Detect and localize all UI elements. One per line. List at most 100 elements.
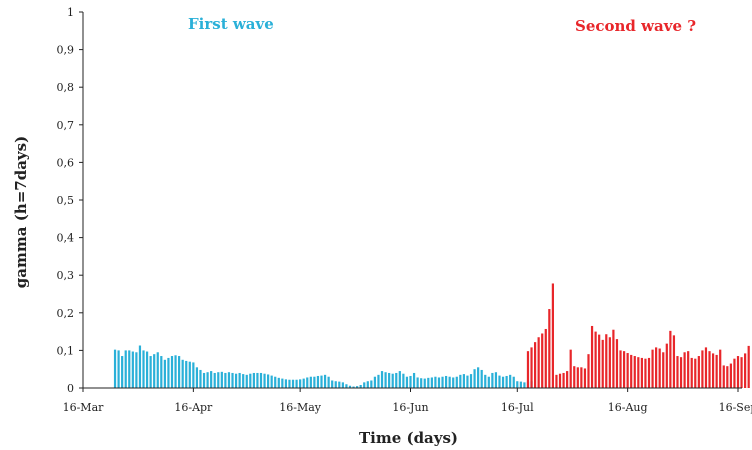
second-wave-bar xyxy=(569,349,572,388)
y-tick-label: 0,3 xyxy=(57,269,75,282)
second-wave-bar xyxy=(701,350,704,388)
second-wave-bar xyxy=(719,349,722,388)
first-wave-bar xyxy=(505,375,508,388)
first-wave-bar xyxy=(359,384,362,388)
x-tick-label: 16-Apr xyxy=(174,401,213,414)
first-wave-bar xyxy=(117,350,120,388)
first-wave-bar xyxy=(338,381,341,388)
second-wave-bar xyxy=(694,358,697,388)
first-wave-bar xyxy=(227,372,231,388)
first-wave-bar xyxy=(405,376,409,388)
first-wave-bar xyxy=(124,350,127,388)
first-wave-bar xyxy=(270,375,273,388)
second-wave-bar xyxy=(669,330,672,388)
first-wave-bar xyxy=(145,351,149,388)
y-tick-label: 1 xyxy=(67,6,74,19)
second-wave-bar xyxy=(665,343,668,388)
first-wave-bar xyxy=(195,367,199,388)
first-wave-bar xyxy=(185,360,188,388)
second-wave-bar xyxy=(630,354,633,388)
bars-group xyxy=(113,283,750,388)
first-wave-bar xyxy=(348,385,352,388)
x-tick-label: 16-May xyxy=(279,401,322,414)
second-wave-bar xyxy=(626,353,629,388)
first-wave-bar xyxy=(487,376,490,388)
first-wave-bar xyxy=(302,378,305,388)
second-wave-bar xyxy=(729,363,732,388)
second-wave-bar xyxy=(747,345,750,388)
x-tick-label: 16-Aug xyxy=(608,401,648,414)
first-wave-bar xyxy=(174,355,177,388)
first-wave-bar xyxy=(224,372,227,388)
y-tick-label: 0,4 xyxy=(57,232,75,245)
x-axis-title: Time (days) xyxy=(359,429,458,447)
first-wave-bar xyxy=(249,373,252,388)
first-wave-bar xyxy=(327,376,330,388)
first-wave-bar xyxy=(217,372,220,388)
y-tick-label: 0 xyxy=(67,382,74,395)
second-wave-bar xyxy=(644,358,647,388)
first-wave-bar xyxy=(466,375,469,388)
second-wave-bar xyxy=(583,368,587,388)
first-wave-bar xyxy=(441,376,444,388)
first-wave-bar xyxy=(356,386,359,388)
first-wave-bar xyxy=(199,369,202,388)
second-wave-bar xyxy=(598,334,601,388)
second-wave-bar xyxy=(587,354,590,388)
y-tick-label: 0,9 xyxy=(57,44,75,57)
first-wave-bar xyxy=(202,372,206,388)
first-wave-bar xyxy=(316,375,320,388)
second-wave-bar xyxy=(526,351,530,388)
first-wave-bar xyxy=(163,359,166,388)
first-wave-bar xyxy=(306,377,309,388)
first-wave-bar xyxy=(213,372,216,388)
first-wave-bar xyxy=(398,371,401,388)
first-wave-bar xyxy=(402,373,405,388)
second-wave-bar xyxy=(622,351,626,388)
first-wave-bar xyxy=(252,372,255,388)
second-wave-bar xyxy=(726,366,729,388)
first-wave-bar xyxy=(494,372,498,388)
second-wave-bar xyxy=(551,283,554,388)
first-wave-bar xyxy=(274,376,277,388)
first-wave-bar xyxy=(345,384,348,388)
second-wave-bar xyxy=(590,325,594,388)
first-wave-bar xyxy=(420,378,423,388)
second-wave-bar xyxy=(530,347,533,388)
first-wave-bar xyxy=(263,373,266,388)
second-wave-bar xyxy=(580,367,583,388)
second-wave-bar xyxy=(573,366,576,388)
y-tick-label: 0,7 xyxy=(57,119,75,132)
first-wave-bar xyxy=(277,377,280,388)
second-wave-label: Second wave ? xyxy=(575,17,696,35)
first-wave-bar xyxy=(352,386,355,388)
first-wave-bar xyxy=(366,381,369,388)
y-tick-label: 0,8 xyxy=(57,81,75,94)
first-wave-bar xyxy=(512,376,515,388)
first-wave-bar xyxy=(459,374,462,388)
first-wave-bar xyxy=(409,375,412,388)
first-wave-bar xyxy=(295,379,298,388)
second-wave-bar xyxy=(555,374,558,388)
first-wave-bar xyxy=(113,349,117,388)
first-wave-bar xyxy=(281,378,284,388)
first-wave-bar xyxy=(380,371,384,388)
first-wave-bar xyxy=(462,374,465,388)
first-wave-bar xyxy=(331,380,334,388)
first-wave-bar xyxy=(373,376,377,388)
first-wave-bar xyxy=(323,374,327,388)
x-tick-label: 16-Jun xyxy=(392,401,428,414)
second-wave-bar xyxy=(690,357,693,388)
first-wave-bar xyxy=(309,376,312,388)
first-wave-bar xyxy=(477,367,480,388)
second-wave-bar xyxy=(562,372,565,388)
first-wave-bar xyxy=(210,371,213,388)
second-wave-bar xyxy=(687,351,690,388)
second-wave-bar xyxy=(733,358,736,388)
y-axis-title: gamma (h=7days) xyxy=(12,136,30,288)
first-wave-bar xyxy=(138,345,142,388)
first-wave-bar xyxy=(501,376,505,388)
second-wave-bar xyxy=(537,337,540,388)
second-wave-bar xyxy=(637,357,640,388)
first-wave-bar xyxy=(444,375,448,388)
